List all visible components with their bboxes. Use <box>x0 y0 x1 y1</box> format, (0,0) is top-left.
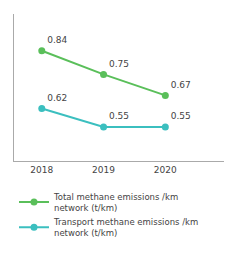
svg-text:2020: 2020 <box>154 165 177 175</box>
svg-text:2019: 2019 <box>92 165 115 175</box>
svg-text:2018: 2018 <box>30 165 53 175</box>
svg-text:0.84: 0.84 <box>47 35 67 45</box>
svg-text:0.55: 0.55 <box>171 111 191 121</box>
svg-text:0.55: 0.55 <box>109 111 129 121</box>
svg-text:0.75: 0.75 <box>109 59 129 69</box>
svg-text:Transport methane emissions /k: Transport methane emissions /kmnetwork (… <box>53 217 198 238</box>
svg-text:0.67: 0.67 <box>171 80 191 90</box>
svg-text:Total methane emissions /kmnet: Total methane emissions /kmnetwork (t/km… <box>53 192 178 213</box>
svg-text:0.62: 0.62 <box>47 93 67 103</box>
